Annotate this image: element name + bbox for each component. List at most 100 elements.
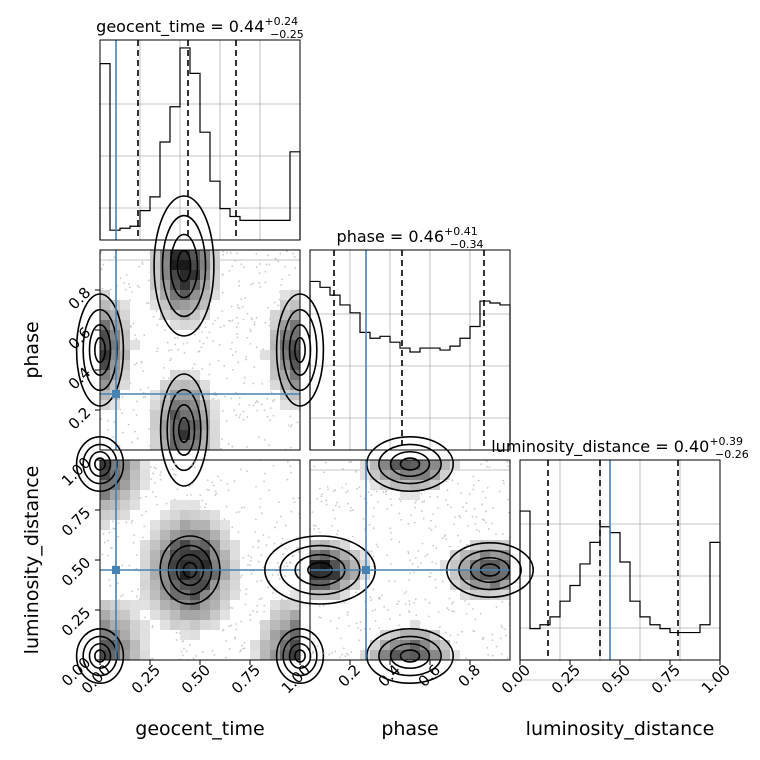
sample-point (228, 269, 231, 272)
density-cell (290, 620, 300, 630)
sample-point (289, 465, 292, 468)
sample-point (286, 565, 289, 568)
density-cell (390, 480, 400, 490)
density-cell (170, 280, 180, 290)
sample-point (280, 542, 283, 545)
sample-point (135, 338, 138, 341)
density-cell (380, 650, 390, 660)
sample-point (359, 495, 362, 498)
density-cell (450, 560, 460, 570)
density-cell (450, 460, 460, 470)
density-cell (370, 480, 380, 490)
density-cell (190, 380, 200, 390)
density-cell (160, 420, 170, 430)
title-phase-value: 0.46 (408, 227, 444, 246)
sample-point (451, 602, 453, 605)
density-cell (150, 530, 160, 540)
density-cell (440, 650, 450, 660)
x-tick-label: 0.50 (598, 661, 634, 697)
density-cell (190, 540, 200, 550)
sample-point (107, 428, 109, 431)
sample-point (236, 304, 239, 306)
density-cell (180, 500, 190, 510)
density-cell (140, 480, 150, 490)
sample-point (231, 354, 234, 356)
sample-point (123, 281, 126, 284)
sample-point (444, 631, 447, 634)
sample-point (431, 560, 433, 563)
sample-point (135, 414, 138, 416)
sample-point (246, 416, 249, 418)
sample-point (405, 591, 408, 593)
density-cell (290, 330, 300, 340)
density-cell (220, 610, 230, 620)
sample-point (221, 310, 224, 312)
sample-point (273, 301, 276, 304)
density-cell (200, 300, 210, 310)
density-cell (390, 640, 400, 650)
density-cell (100, 300, 110, 310)
density-cell (440, 640, 450, 650)
density-cell (190, 390, 200, 400)
sample-point (260, 579, 263, 582)
sample-point (215, 394, 218, 397)
sample-point (279, 252, 282, 255)
sample-point (238, 307, 241, 310)
sample-point (106, 554, 109, 557)
sample-point (447, 608, 450, 611)
sample-point (346, 611, 349, 614)
sample-point (268, 263, 271, 266)
density-cell (120, 630, 130, 640)
sample-point (259, 263, 262, 265)
sample-point (242, 410, 245, 413)
density-cell (480, 550, 490, 560)
density-cell (340, 550, 350, 560)
sample-point (421, 501, 424, 503)
density-cell (210, 270, 220, 280)
density-cell (130, 610, 140, 620)
density-cell (220, 570, 230, 580)
sample-point (507, 511, 510, 514)
joint-geocent_time-phase (75, 195, 325, 487)
sample-point (280, 284, 282, 287)
sample-point (507, 465, 510, 468)
density-cell (280, 620, 290, 630)
density-cell (150, 410, 160, 420)
sample-point (485, 460, 488, 463)
density-cell (190, 260, 200, 270)
sample-point (386, 554, 389, 557)
density-cell (200, 540, 210, 550)
sample-point (390, 504, 393, 506)
sample-point (156, 347, 159, 350)
sample-point (462, 506, 464, 509)
density-cell (200, 420, 210, 430)
sample-point (202, 651, 204, 653)
sample-point (193, 333, 196, 336)
sample-point (240, 574, 243, 577)
density-cell (170, 580, 180, 590)
x-tick-label: 0.25 (128, 661, 164, 697)
sample-point (502, 533, 504, 535)
sample-point (372, 515, 375, 518)
sample-point (117, 582, 119, 585)
sample-point (478, 530, 481, 533)
sample-point (117, 522, 120, 525)
sample-point (106, 539, 109, 542)
sample-point (275, 258, 278, 261)
sample-point (152, 472, 155, 475)
sample-point (250, 317, 253, 319)
density-cell (100, 330, 110, 340)
density-cell (130, 340, 140, 350)
sample-point (185, 650, 188, 652)
sample-point (293, 256, 296, 258)
density-cell (100, 630, 110, 640)
title-luminosity_distance: luminosity_distance = 0.40+0.39 −0.26 (491, 435, 749, 461)
density-cell (480, 590, 490, 600)
density-cell (160, 440, 170, 450)
density-cell (270, 340, 280, 350)
sample-point (147, 386, 150, 389)
sample-point (231, 265, 234, 268)
sample-point (291, 555, 294, 558)
density-cell (210, 620, 220, 630)
